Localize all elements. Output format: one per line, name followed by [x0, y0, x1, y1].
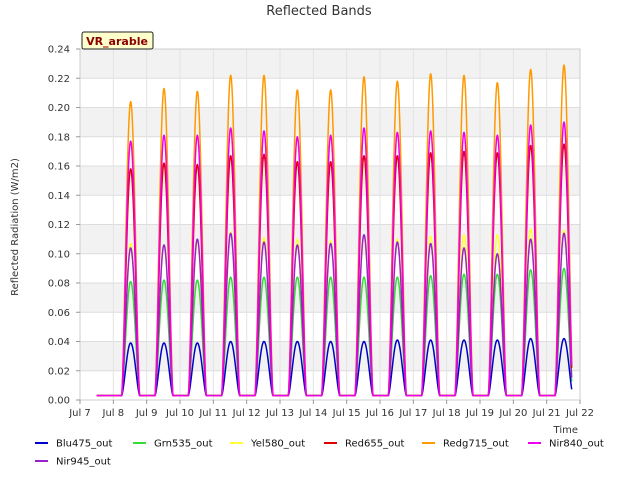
x-axis-ticks: Jul 7 Jul 8 Jul 9 Jul 10 Jul 11 Jul 12 Jul 13 J… — [68, 400, 594, 419]
x-tick-label: Jul 10 — [165, 408, 194, 419]
legend-item: Redg715_out — [422, 439, 509, 450]
y-tick-label: 0.18 — [48, 132, 70, 143]
legend-label: Nir945_out — [56, 457, 111, 468]
y-tick-label: 0.14 — [48, 191, 70, 202]
y-tick-label: 0.04 — [48, 337, 70, 348]
x-axis-label: Time — [553, 425, 578, 436]
plot-bands — [80, 49, 580, 400]
y-tick-label: 0.20 — [48, 103, 70, 114]
y-axis-ticks: 0.00 0.02 0.04 0.06 0.08 0.10 0.12 0.14 0.16 0.18… — [48, 45, 80, 407]
legend-label: Blu475_out — [56, 439, 113, 450]
x-tick-label: Jul 22 — [565, 408, 594, 419]
plot-band — [80, 195, 580, 225]
x-tick-label: Jul 9 — [135, 408, 158, 419]
y-tick-label: 0.12 — [48, 220, 70, 231]
chart-title: Reflected Bands — [266, 4, 372, 19]
y-tick-label: 0.02 — [48, 366, 70, 377]
x-tick-label: Jul 19 — [465, 408, 494, 419]
legend-item: Blu475_out — [35, 439, 113, 450]
legend-label: Redg715_out — [443, 439, 509, 450]
legend-item: Red655_out — [324, 439, 405, 450]
legend-label: Red655_out — [345, 439, 405, 450]
x-tick-label: Jul 13 — [265, 408, 294, 419]
x-tick-label: Jul 14 — [298, 408, 327, 419]
y-tick-label: 0.22 — [48, 74, 70, 85]
site-badge: VR_arable — [81, 31, 154, 50]
x-tick-label: Jul 17 — [398, 408, 427, 419]
y-axis-label: Reflected Radiation (W/m2) — [10, 158, 21, 296]
site-badge-label: VR_arable — [86, 35, 148, 48]
x-tick-label: Jul 7 — [68, 408, 91, 419]
x-tick-label: Jul 8 — [102, 408, 125, 419]
plot-band — [80, 107, 580, 137]
y-tick-label: 0.08 — [48, 279, 70, 290]
plot-band — [80, 341, 580, 371]
x-tick-label: Jul 21 — [532, 408, 561, 419]
legend-item: Grn535_out — [133, 439, 213, 450]
series-lines — [96, 64, 573, 397]
plot-band — [80, 49, 580, 79]
y-tick-label: 0.16 — [48, 162, 70, 173]
x-tick-label: Jul 12 — [232, 408, 261, 419]
site-badge-box — [81, 31, 154, 50]
legend-label: Nir840_out — [549, 439, 604, 450]
x-tick-label: Jul 16 — [365, 408, 394, 419]
plot-band — [80, 283, 580, 313]
legend-item: Nir840_out — [528, 439, 604, 450]
legend-label: Yel580_out — [250, 439, 305, 450]
x-tick-label: Jul 11 — [198, 408, 227, 419]
y-tick-label: 0.24 — [48, 45, 70, 56]
x-tick-label: Jul 18 — [432, 408, 461, 419]
legend-label: Grn535_out — [154, 439, 213, 450]
plot-band — [80, 312, 580, 342]
legend-item: Nir945_out — [35, 457, 111, 468]
series-line-Nir840_out — [96, 121, 573, 397]
x-tick-label: Jul 20 — [498, 408, 527, 419]
y-tick-label: 0.00 — [48, 396, 70, 407]
plot-band — [80, 370, 580, 400]
legend: Blu475_out Grn535_out Yel580_out Red655_out… — [35, 439, 604, 468]
x-tick-label: Jul 15 — [332, 408, 361, 419]
y-tick-label: 0.10 — [48, 249, 70, 260]
legend-item: Yel580_out — [230, 439, 305, 450]
y-tick-label: 0.06 — [48, 308, 70, 319]
